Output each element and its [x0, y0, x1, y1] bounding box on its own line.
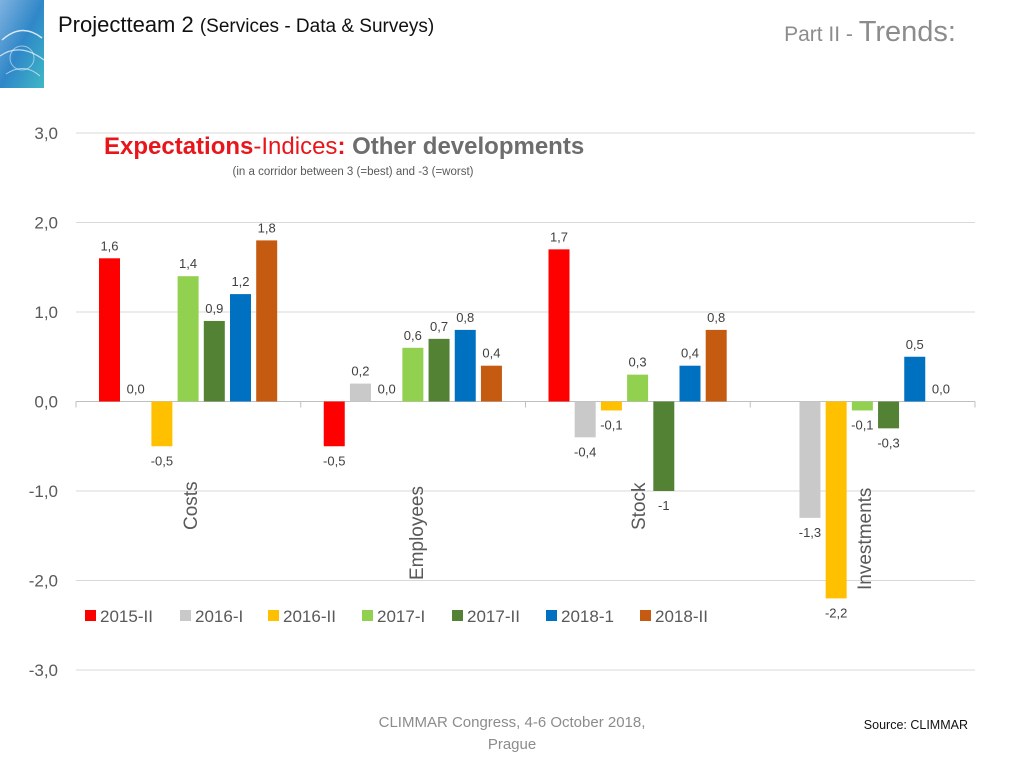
data-label: 1,8 [258, 220, 276, 235]
bar [679, 365, 701, 402]
bar [323, 401, 345, 447]
legend-swatch [452, 610, 463, 621]
section-label-main: Trends: [858, 16, 956, 48]
bar [878, 401, 900, 429]
bar [904, 356, 926, 402]
legend-label: 2016-I [195, 607, 243, 626]
page-title: Projectteam 2 (Services - Data & Surveys… [58, 12, 434, 38]
legend-label: 2017-II [467, 607, 520, 626]
category-label: Investments [855, 488, 876, 590]
data-label: 0,4 [482, 346, 500, 361]
bar [177, 276, 199, 402]
data-label: 0,9 [205, 301, 223, 316]
data-label: -0,1 [600, 417, 622, 432]
data-label: -2,2 [825, 605, 847, 620]
section-label: Part II - Trends: [784, 16, 956, 49]
data-label: 0,0 [127, 382, 145, 397]
data-label: -1,3 [799, 525, 821, 540]
data-label: 1,7 [550, 229, 568, 244]
climmar-logo [0, 0, 44, 88]
data-label: -0,1 [851, 417, 873, 432]
bar [480, 365, 502, 402]
y-tick-label: 0,0 [34, 393, 58, 412]
section-label-prefix: Part II - [784, 23, 859, 46]
legend-label: 2017-I [377, 607, 425, 626]
data-label: -0,4 [574, 444, 596, 459]
data-label: -0,5 [323, 453, 345, 468]
bar [99, 258, 120, 402]
source-note: Source: CLIMMAR [863, 718, 968, 732]
legend-swatch [546, 610, 557, 621]
bar [428, 338, 450, 402]
y-tick-label: -2,0 [29, 572, 58, 591]
legend-label: 2015-II [100, 607, 153, 626]
bar [548, 249, 570, 402]
legend-swatch [362, 610, 373, 621]
bar [851, 401, 873, 411]
data-label: 0,8 [456, 310, 474, 325]
data-label: -1 [658, 498, 670, 513]
page-title-main: Projectteam 2 [58, 12, 194, 37]
bar [653, 401, 675, 491]
data-label: 0,2 [351, 364, 369, 379]
page-title-subtitle: (Services - Data & Surveys) [199, 16, 435, 37]
bar [349, 383, 371, 402]
chart-title-part: : [337, 133, 352, 160]
category-label: Employees [407, 486, 428, 580]
y-tick-label: 2,0 [34, 214, 58, 233]
y-tick-label: 1,0 [34, 303, 58, 322]
legend-swatch [180, 610, 191, 621]
legend-swatch [85, 610, 96, 621]
chart-title: Expectations-Indices: Other developments [104, 133, 584, 160]
legend-label: 2018-1 [561, 607, 614, 626]
bar [203, 320, 225, 402]
bar [454, 329, 476, 402]
bar [799, 401, 821, 518]
y-tick-label: -3,0 [29, 661, 58, 680]
data-label: -0,3 [877, 435, 899, 450]
event-line-2: Prague [487, 736, 537, 753]
data-label: 0,0 [932, 382, 950, 397]
chart-title-part: Expectations [104, 133, 253, 160]
event-footer: CLIMMAR Congress, 4-6 October 2018, Prag… [362, 712, 662, 756]
data-label: 0,4 [681, 346, 699, 361]
bar [402, 347, 424, 402]
bar [825, 401, 847, 599]
data-label: 0,3 [629, 355, 647, 370]
data-label: -0,5 [151, 453, 173, 468]
event-line-1: CLIMMAR Congress, 4-6 October 2018, [378, 714, 646, 731]
data-label: 0,5 [906, 337, 924, 352]
legend-label: 2018-II [655, 607, 708, 626]
data-label: 1,2 [231, 274, 249, 289]
legend-swatch [268, 610, 279, 621]
data-label: 0,6 [404, 328, 422, 343]
y-tick-label: 3,0 [34, 124, 58, 143]
category-label: Costs [181, 481, 202, 530]
legend-label: 2016-II [283, 607, 336, 626]
data-label: 0,8 [707, 310, 725, 325]
category-label: Stock [629, 482, 650, 530]
data-label: 0,7 [430, 319, 448, 334]
data-label: 0,0 [378, 382, 396, 397]
y-tick-label: -1,0 [29, 482, 58, 501]
bar [230, 294, 251, 402]
bar [627, 374, 649, 402]
bar [600, 401, 622, 411]
chart-subtitle: (in a corridor between 3 (=best) and -3 … [233, 166, 474, 178]
data-label: 1,6 [100, 238, 118, 253]
bar [151, 401, 173, 447]
chart-title-part: Other developments [352, 133, 584, 160]
chart-title-part: -Indices [253, 133, 337, 160]
bar [705, 329, 727, 402]
legend-swatch [640, 610, 651, 621]
bar [574, 401, 596, 438]
data-label: 1,4 [179, 256, 197, 271]
bar [256, 240, 278, 402]
